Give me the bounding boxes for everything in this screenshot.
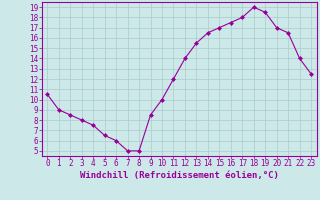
- X-axis label: Windchill (Refroidissement éolien,°C): Windchill (Refroidissement éolien,°C): [80, 171, 279, 180]
